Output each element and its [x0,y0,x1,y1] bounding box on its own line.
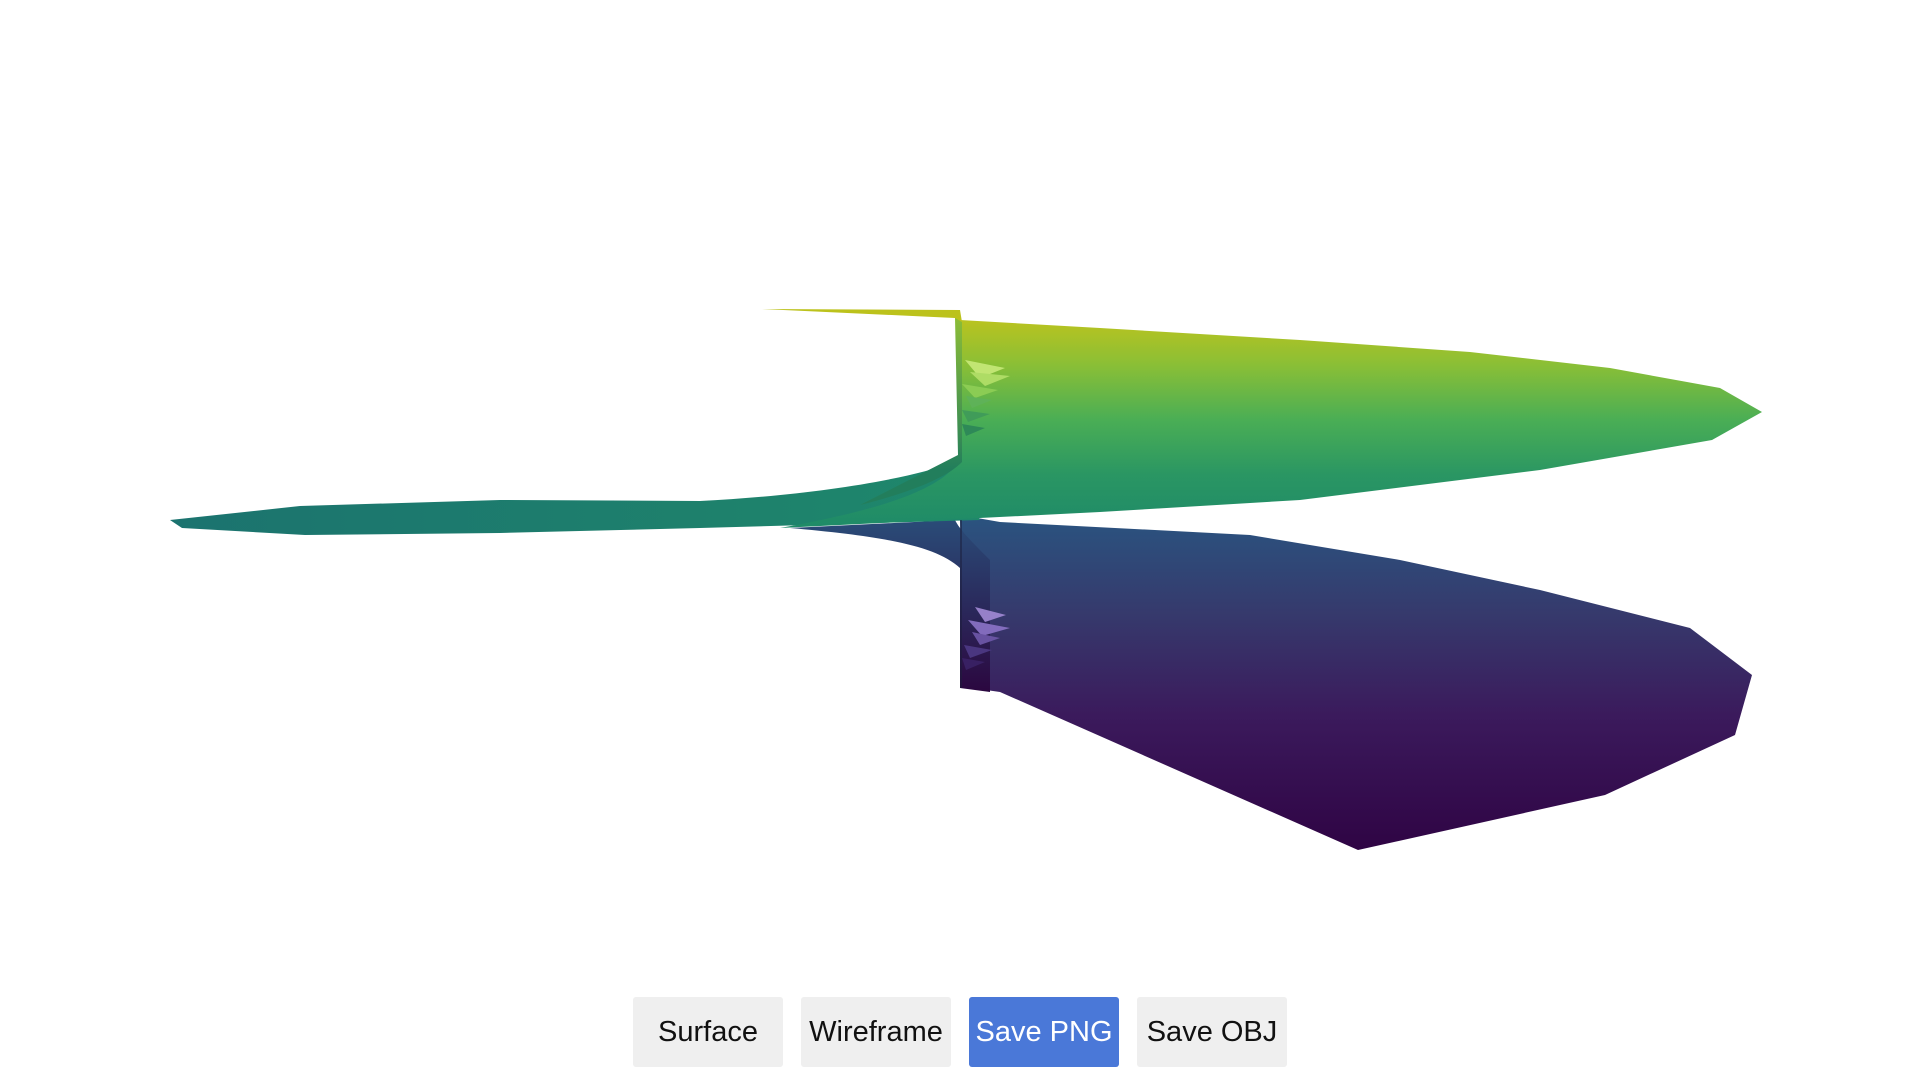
toolbar: Surface Wireframe Save PNG Save OBJ [0,997,1920,1069]
lower-surface-sheet [960,515,1752,850]
lower-fold-wall [790,520,990,692]
save-png-button[interactable]: Save PNG [969,997,1119,1067]
save-obj-button[interactable]: Save OBJ [1137,997,1287,1067]
surface-button[interactable]: Surface [633,997,783,1067]
left-thin-sheet [170,462,980,535]
upper-mesh-highlights [962,360,1010,436]
lower-mesh-highlights [962,607,1010,670]
surface-plot-canvas[interactable] [0,0,1920,960]
3d-viewport[interactable] [0,0,1920,960]
upper-surface-sheet [780,320,1762,528]
upper-fold-flap [762,309,962,330]
wireframe-button[interactable]: Wireframe [801,997,951,1067]
